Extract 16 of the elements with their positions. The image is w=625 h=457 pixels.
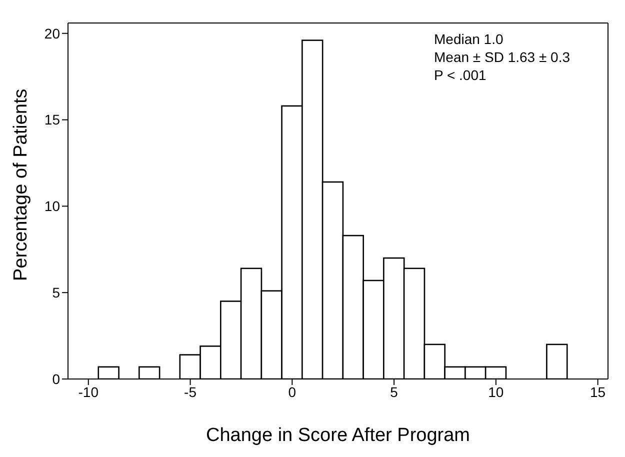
annotation: P < .001 — [434, 66, 488, 84]
y-tick-label: 15 — [44, 112, 60, 128]
y-tick-label: 20 — [44, 25, 60, 42]
x-tick-label: -10 — [78, 384, 99, 400]
annotation: Median 1.0 — [434, 30, 504, 48]
x-axis-title: Change in Score After Program — [206, 425, 470, 446]
y-tick-label: 10 — [44, 198, 60, 214]
y-tick-label: 5 — [52, 284, 60, 301]
x-tick-label: 10 — [488, 384, 504, 400]
x-tick-label: 5 — [390, 384, 398, 400]
annotation: Mean ± SD 1.63 ± 0.3 — [434, 48, 570, 66]
x-tick-label: 15 — [590, 384, 606, 400]
x-tick-label: -5 — [184, 384, 197, 400]
y-tick-label: 0 — [52, 370, 60, 387]
y-axis-title: Percentage of Patients — [10, 88, 32, 281]
x-tick-label: 0 — [288, 384, 296, 400]
